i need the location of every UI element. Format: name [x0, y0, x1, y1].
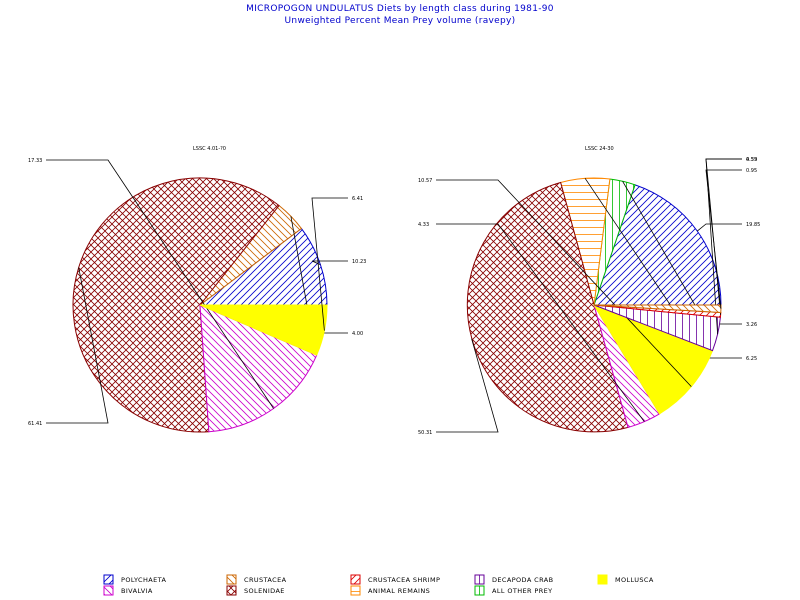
pie1-leader-polychaeta	[311, 260, 348, 265]
pie2-label-mollusca: 10.57	[418, 178, 432, 184]
legend-item-solenidae: SOLENIDAE	[226, 585, 285, 596]
legend-label-crustacea: CRUSTACEA	[244, 576, 287, 584]
pie1-label-polychaeta: 10.23	[352, 259, 366, 265]
legend-swatch-all-other-prey	[474, 585, 485, 596]
legend-item-polychaeta: POLYCHAETA	[103, 574, 166, 585]
legend-item-crustacea: CRUSTACEA	[226, 574, 287, 585]
chart-subtitle: Unweighted Percent Mean Prey volume (rav…	[284, 16, 516, 26]
legend-item-animal-remains: ANIMAL REMAINS	[350, 585, 430, 596]
pie2-label-all-other-prey: 3.26	[746, 322, 757, 328]
pie2-label-crustacea-shrimp: 0.59	[746, 157, 757, 163]
pie2-label-animal-remains: 6.25	[746, 356, 757, 362]
pie1-label-crustacea: 4.00	[352, 331, 363, 337]
pie2-leader-bivalvia	[436, 223, 645, 422]
legend-swatch-solenidae	[226, 585, 237, 596]
pie-chart-1: 10.23 4.00 61.41 17.33 6.41 LSSC 4.01-?0	[28, 146, 366, 433]
pie1-title: LSSC 4.01-?0	[193, 146, 226, 152]
legend-swatch-crustacea	[226, 574, 237, 585]
pie2-leader-polychaeta	[697, 223, 742, 232]
legend-swatch-mollusca	[597, 574, 608, 585]
pie2-label-crustacea: 0.95	[746, 168, 757, 174]
legend-swatch-bivalvia	[103, 585, 114, 596]
pie1-label-solenidae: 61.41	[28, 421, 42, 427]
legend-swatch-crustacea-shrimp	[350, 574, 361, 585]
pie1-leader-mollusca	[311, 197, 348, 331]
legend-item-decapoda-crab: DECAPODA CRAB	[474, 574, 553, 585]
pie2-label-solenidae: 50.31	[418, 430, 432, 436]
chart-title: MICROPOGON UNDULATUS Diets by length cla…	[246, 4, 554, 14]
legend-label-animal-remains: ANIMAL REMAINS	[368, 587, 430, 595]
legend-swatch-decapoda-crab	[474, 574, 485, 585]
pie2-label-decapoda-crab: 4.33	[746, 157, 757, 163]
pie2-leader-crustacea	[705, 169, 742, 309]
legend-label-crustacea-shrimp: CRUSTACEA SHRIMP	[368, 576, 440, 584]
pie2-title: LSSC 24-30	[585, 146, 614, 152]
pie2-leader-solenidae	[436, 338, 499, 433]
pie1-leader-bivalvia	[46, 159, 274, 409]
pie1-leader-solenidae	[46, 267, 109, 424]
legend-label-decapoda-crab: DECAPODA CRAB	[492, 576, 553, 584]
legend-item-crustacea-shrimp: CRUSTACEA SHRIMP	[350, 574, 440, 585]
legend: POLYCHAETA BIVALVIA CRUSTACEA SOLENIDAE CRUS…	[103, 574, 654, 596]
legend-label-polychaeta: POLYCHAETA	[121, 576, 166, 584]
legend-swatch-polychaeta	[103, 574, 114, 585]
legend-label-all-other-prey: ALL OTHER PREY	[492, 587, 553, 595]
pie1-label-bivalvia: 17.33	[28, 158, 42, 164]
legend-label-bivalvia: BIVALVIA	[121, 587, 153, 595]
legend-item-bivalvia: BIVALVIA	[103, 585, 153, 596]
legend-swatch-animal-remains	[350, 585, 361, 596]
pie2-label-polychaeta: 19.85	[746, 222, 760, 228]
legend-label-solenidae: SOLENIDAE	[244, 587, 285, 595]
pie-chart-2: 19.853.266.2550.314.3310.574.330.590.95L…	[418, 146, 760, 436]
legend-item-mollusca: MOLLUSCA	[597, 574, 654, 585]
legend-item-all-other-prey: ALL OTHER PREY	[474, 585, 553, 596]
pie2-slice-polychaeta	[593, 184, 722, 306]
legend-label-mollusca: MOLLUSCA	[615, 576, 654, 584]
pie2-label-bivalvia: 4.33	[418, 222, 429, 228]
pie1-label-mollusca: 6.41	[352, 196, 363, 202]
